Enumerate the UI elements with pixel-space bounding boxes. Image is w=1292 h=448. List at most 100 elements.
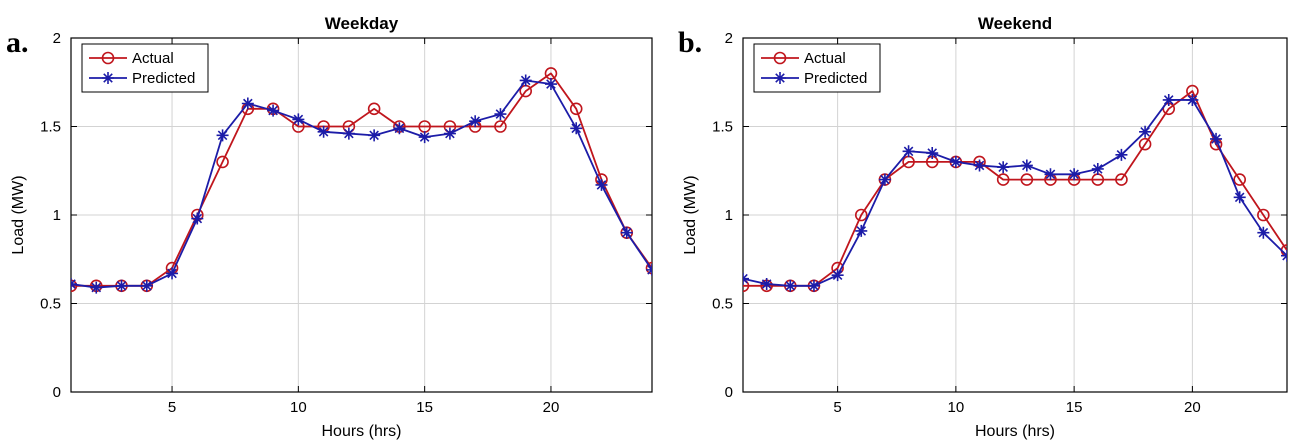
x-tick-label: 10 [290,399,307,416]
data-point-predicted [595,178,608,191]
series-line-predicted [743,99,1287,287]
legend-marker-predicted [774,72,786,84]
data-point-predicted [1020,159,1033,172]
data-point-predicted [570,122,583,135]
y-axis-label: Load (MW) [682,175,699,254]
data-point-predicted [1257,226,1270,239]
x-tick-label: 5 [833,399,841,416]
data-point-actual [569,102,583,116]
data-point-predicted [784,279,797,292]
data-point-actual [1257,208,1270,222]
data-point-actual [854,208,868,222]
y-tick-label: 2 [725,30,733,47]
y-tick-label: 1.5 [40,119,61,136]
data-point-predicted [443,127,456,140]
data-point-predicted [393,122,406,135]
data-point-actual [71,279,78,293]
y-tick-label: 1 [53,207,61,224]
legend-label: Predicted [132,70,195,87]
data-point-predicted [216,129,229,142]
data-point-predicted [166,267,179,280]
chart-panel-a: a. 5 10 15 20 0 0.5 1 1.5 2 Weekday Hours (hrs) Load… [6,14,653,440]
data-point-predicted [1115,148,1128,161]
series-predicted [743,93,1287,292]
data-point-actual [367,102,381,116]
legend-label: Predicted [804,70,867,87]
legend-marker-actual [101,51,115,65]
data-point-predicted [743,272,749,285]
x-axis-label: Hours (hrs) [321,423,401,440]
chart-title: Weekday [325,14,399,33]
legend-marker-predicted [102,72,114,84]
x-axis-label: Hours (hrs) [975,423,1055,440]
y-tick-label: 1 [725,207,733,224]
data-point-actual [743,279,750,293]
data-point-actual [1115,173,1128,186]
x-tick-label: 20 [543,399,560,416]
series-predicted [71,74,652,294]
data-point-predicted [1068,168,1081,181]
data-point-actual [216,155,229,169]
data-point-predicted [646,263,652,276]
legend-box [753,43,881,93]
y-tick-label: 0.5 [40,296,61,313]
data-point-predicted [267,104,280,117]
x-tick-label: 5 [168,399,176,416]
data-point-predicted [1210,132,1223,145]
data-point-predicted [519,74,532,87]
data-point-predicted [926,147,939,160]
data-point-predicted [241,97,254,110]
data-point-predicted [902,145,915,158]
data-point-predicted [191,212,204,225]
data-point-predicted [620,226,633,239]
data-point-actual [645,261,652,275]
data-point-predicted [469,115,482,128]
data-point-predicted [368,129,381,142]
data-point-predicted [317,125,330,138]
data-point-predicted [878,173,891,186]
data-point-predicted [418,131,431,144]
data-point-predicted [997,161,1010,174]
data-point-predicted [342,127,355,140]
data-point-predicted [115,279,128,292]
data-point-predicted [71,278,77,291]
data-point-predicted [90,281,103,294]
y-tick-label: 2 [53,30,61,47]
data-point-predicted [544,78,557,91]
legend-marker-actual [773,51,787,65]
chart-panel-b: b. 5 10 15 20 0 0.5 1 1.5 2 Weekend Hours (hrs) Load… [678,14,1288,440]
data-point-predicted [292,113,305,126]
panel-label: a. [6,26,29,59]
data-point-predicted [1139,125,1152,138]
data-point-actual [1020,173,1034,186]
data-point-predicted [1044,168,1057,181]
y-tick-label: 0 [53,384,61,401]
y-axis-label: Load (MW) [10,175,27,254]
data-point-actual [1138,137,1152,151]
legend: Actual Predicted [753,43,881,93]
data-point-actual [1233,173,1246,186]
data-point-actual [494,120,507,133]
data-point-actual [996,173,1010,186]
data-point-predicted [807,279,820,292]
x-tick-label: 20 [1184,399,1201,416]
data-point-predicted [494,108,507,121]
x-tick-label: 15 [1066,399,1083,416]
legend-label: Actual [804,50,846,67]
y-tick-label: 0 [725,384,733,401]
data-point-predicted [949,155,962,168]
data-point-predicted [1162,93,1175,106]
data-point-predicted [855,224,868,237]
y-tick-label: 1.5 [712,119,733,136]
data-point-predicted [1186,93,1199,106]
series-line-predicted [71,79,652,289]
data-point-predicted [760,278,773,291]
data-point-predicted [140,279,153,292]
x-tick-label: 10 [948,399,965,416]
legend-box [81,43,209,93]
panel-label: b. [678,26,702,59]
legend: Actual Predicted [81,43,209,93]
chart-title: Weekend [978,14,1052,33]
data-point-predicted [1091,162,1104,175]
